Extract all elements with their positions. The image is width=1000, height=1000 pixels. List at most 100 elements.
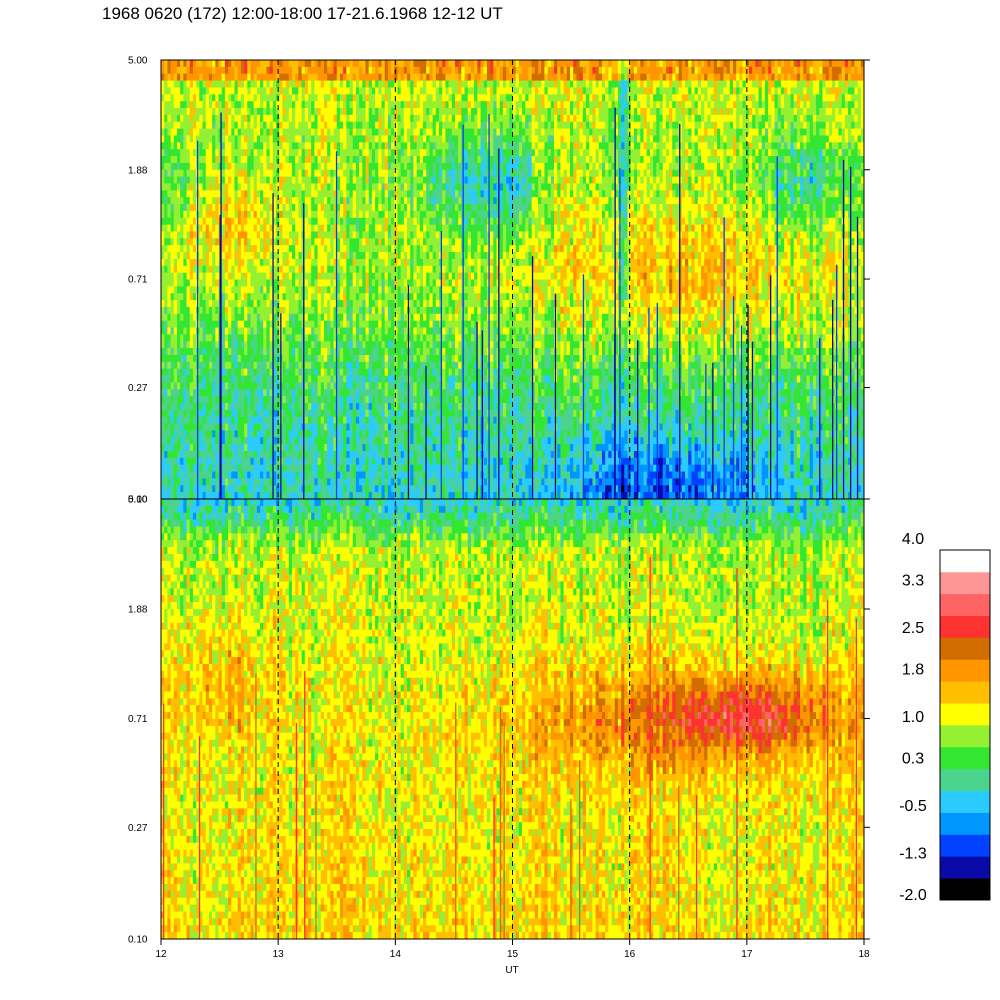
heatmap-cell [231,238,236,246]
heatmap-cell [237,204,242,212]
heatmap-cell [192,80,197,89]
heatmap-cell [176,478,181,486]
heatmap-cell [228,245,232,253]
heatmap-cell [224,217,229,226]
heatmap-cell [228,423,232,432]
heatmap-cell [192,444,197,452]
heatmap-cell [180,183,184,191]
heatmap-cell [180,300,184,308]
heatmap-cell [231,430,236,438]
heatmap-cell [199,396,204,404]
heatmap-cell [176,300,181,308]
heatmap-cell [173,485,178,493]
heatmap-cell [221,300,226,308]
heatmap-cell [164,73,168,82]
heatmap-cell [234,306,239,315]
heatmap-cell [208,217,213,226]
heatmap-cell [186,149,191,157]
heatmap-cell [173,396,178,404]
heatmap-cell [231,128,236,137]
heatmap-cell [224,176,229,185]
heatmap-cell [212,176,216,185]
heatmap-cell [224,258,229,267]
heatmap-cell [164,389,168,397]
heatmap-cell [189,176,194,185]
heatmap-cell [173,444,178,452]
heatmap-cell [205,87,210,95]
heatmap-cell [189,183,194,191]
heatmap-cell [244,176,248,185]
heatmap-cell [170,142,175,150]
heatmap-cell [183,396,188,404]
heatmap-cell [218,80,223,89]
heatmap-cell [180,135,184,143]
heatmap-cell [212,162,216,171]
heatmap-cell [202,286,207,294]
heatmap-cell [183,60,188,68]
heatmap-cell [176,354,181,363]
heatmap-cell [180,238,184,246]
heatmap-cell [173,286,178,294]
heatmap-cell [234,224,239,233]
heatmap-cell [192,190,197,198]
heatmap-cell [167,101,172,109]
heatmap-cell [212,272,216,281]
heatmap-cell [205,375,210,383]
heatmap-cell [164,272,168,281]
heatmap-cell [221,396,226,404]
heatmap-cell [192,121,197,130]
heatmap-cell [186,204,191,212]
heatmap-cell [240,114,245,123]
heatmap-cell [231,361,236,370]
heatmap-cell [183,73,188,82]
heatmap-cell [170,464,175,473]
heatmap-cell [237,265,242,274]
heatmap-cell [170,252,175,260]
heatmap-cell [161,478,165,486]
heatmap-cell [192,471,197,480]
heatmap-cell [212,306,216,315]
heatmap-cell [161,60,165,68]
heatmap-cell [231,224,236,233]
heatmap-cell [173,272,178,281]
heatmap-cell [205,313,210,322]
heatmap-cell [189,471,194,480]
heatmap-cell [192,66,197,75]
heatmap-cell [221,190,226,198]
heatmap-cell [161,73,165,82]
heatmap-cell [234,450,239,459]
heatmap-cell [202,94,207,102]
heatmap-cell [224,396,229,404]
heatmap-cell [173,375,178,383]
heatmap-cell [192,94,197,102]
heatmap-cell [192,231,197,239]
heatmap-cell [167,464,172,473]
heatmap-cell [164,231,168,239]
heatmap-cell [183,279,188,287]
heatmap-cell [205,457,210,466]
heatmap-cell [234,190,239,198]
heatmap-cell [173,217,178,226]
heatmap-cell [192,135,197,143]
heatmap-cell [164,252,168,260]
heatmap-cell [176,60,181,68]
heatmap-cell [199,272,204,281]
heatmap-cell [170,327,175,335]
heatmap-cell [240,197,245,205]
heatmap-cell [202,396,207,404]
heatmap-cell [199,368,204,377]
heatmap-cell [215,94,220,102]
heatmap-cell [240,279,245,287]
heatmap-cell [240,306,245,315]
heatmap-cell [173,204,178,212]
heatmap-cell [199,464,204,473]
heatmap-cell [170,279,175,287]
heatmap-cell [212,87,216,95]
heatmap-cell [228,87,232,95]
heatmap-cell [224,444,229,452]
heatmap-cell [228,361,232,370]
heatmap-cell [221,437,226,445]
heatmap-cell [234,327,239,335]
heatmap-cell [173,409,178,418]
heatmap-cell [186,423,191,432]
